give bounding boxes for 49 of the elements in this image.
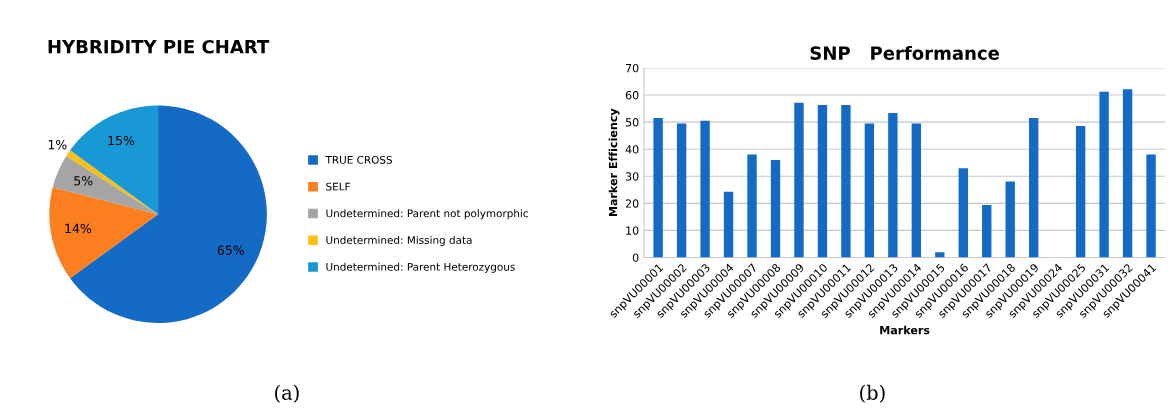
- bar: [958, 168, 968, 258]
- y-axis-title: Marker Efficiency: [608, 108, 620, 217]
- data-label: 5%: [74, 176, 93, 186]
- data-label: 65%: [217, 245, 244, 255]
- data-label: 15%: [108, 135, 135, 146]
- pie-slice: [52, 155, 159, 215]
- text: (a): [275, 384, 299, 403]
- bar: [1029, 118, 1039, 258]
- y-tick-label: 40: [625, 145, 639, 154]
- bar: [770, 160, 781, 258]
- bar: [935, 252, 945, 258]
- y-tick-label: 10: [626, 226, 639, 235]
- pie-slice: [66, 150, 159, 215]
- data-label: 14%: [65, 223, 92, 234]
- bar: [700, 120, 710, 258]
- bar: [1146, 154, 1156, 258]
- bar: [653, 118, 663, 258]
- bar: [1099, 91, 1109, 258]
- y-tick-label: 70: [625, 63, 639, 73]
- x-axis-title: Markers: [880, 325, 930, 335]
- bar: [794, 102, 804, 258]
- bar: [982, 204, 992, 258]
- y-tick-label: 50: [625, 118, 639, 127]
- bar: [841, 105, 851, 258]
- y-tick-label: 20: [625, 199, 639, 208]
- y-tick-label: 0: [632, 253, 639, 262]
- bar: [888, 112, 898, 258]
- chart-title: SNP Performance: [810, 45, 999, 60]
- y-tick-label: 30: [625, 172, 639, 181]
- pie-slice: [49, 187, 159, 279]
- legend-label: SELF: [326, 182, 350, 191]
- y-tick-label: 60: [625, 91, 639, 100]
- bar: [1075, 125, 1086, 258]
- bar: [723, 191, 734, 258]
- bar: [676, 123, 687, 258]
- bar: [911, 123, 922, 258]
- pie-slice: [70, 105, 159, 215]
- legend-label: Undetermined: Parent not polymorphic: [326, 209, 528, 220]
- text: (b): [860, 384, 885, 403]
- legend-label: TRUE CROSS: [325, 155, 392, 164]
- data-label: 1%: [48, 139, 67, 150]
- bar: [1122, 89, 1133, 258]
- legend-label: Undetermined: Missing data: [326, 235, 472, 247]
- legend-label: Undetermined: Parent Heterozygous: [326, 262, 515, 273]
- bar: [747, 154, 757, 258]
- bar: [864, 123, 875, 258]
- bar: [817, 105, 828, 258]
- chart-title: HYBRIDITY PIE CHART: [48, 39, 270, 54]
- bar: [1005, 181, 1015, 258]
